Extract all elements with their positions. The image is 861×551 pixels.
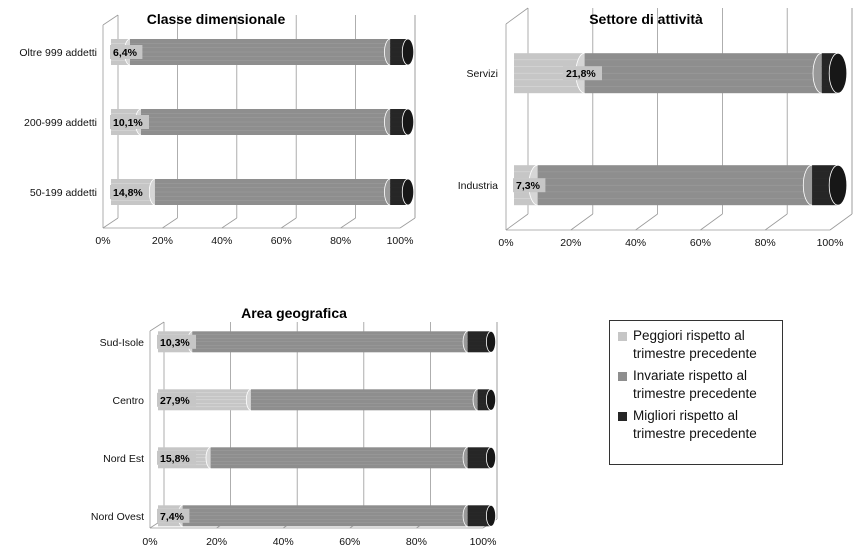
x-tick-label: 0% xyxy=(95,235,110,247)
bar-end-cap xyxy=(485,504,497,527)
data-label: 6,4% xyxy=(113,47,138,59)
chart-area: 0% 20% 40% 60% 80% 100% 10,3% Sud-Isole 27,9% Cen… xyxy=(91,305,498,548)
bar-end-cap xyxy=(485,388,497,411)
bar-group: 6,4% Oltre 999 addetti xyxy=(19,38,415,66)
floor-line xyxy=(635,213,658,231)
floor-line xyxy=(700,213,723,231)
x-tick-label: 60% xyxy=(690,237,711,249)
x-tick-label: 80% xyxy=(330,235,351,247)
x-tick-label: 20% xyxy=(560,237,581,249)
x-tick-label: 20% xyxy=(152,235,173,247)
x-tick-label: 60% xyxy=(271,235,292,247)
data-label: 7,4% xyxy=(160,511,185,523)
bar-end-cap xyxy=(401,108,415,136)
wall-edge xyxy=(102,14,119,26)
legend-label-migliori: Migliori rispetto al trimestre precedent… xyxy=(633,408,757,441)
chart-title: Area geografica xyxy=(241,305,347,321)
legend: Peggiori rispetto al trimestre precedent… xyxy=(609,320,783,465)
data-label-bg xyxy=(110,45,143,59)
data-label: 10,3% xyxy=(160,337,190,349)
bar-end-cap xyxy=(485,330,497,353)
bar-group: 7,4% Nord Ovest xyxy=(91,504,497,527)
legend-swatch-migliori xyxy=(618,412,627,421)
category-label: Nord Est xyxy=(103,453,144,465)
floor-line xyxy=(570,213,594,231)
category-label: Sud-Isole xyxy=(100,337,145,349)
data-label: 14,8% xyxy=(113,187,143,199)
x-tick-label: 100% xyxy=(817,237,844,249)
bar-group: 7,3% Industria xyxy=(458,164,848,206)
legend-item-migliori: Migliori rispetto al trimestre precedent… xyxy=(618,407,776,443)
x-tick-label: 0% xyxy=(142,536,157,548)
data-label-bg xyxy=(157,334,196,349)
floor-line xyxy=(829,213,853,231)
category-label: Nord Ovest xyxy=(91,511,144,523)
legend-label-peggiori: Peggiori rispetto al trimestre precedent… xyxy=(633,328,757,361)
data-label: 15,8% xyxy=(160,453,190,465)
data-label: 27,9% xyxy=(160,395,190,407)
chart-area-axes: 0% 20% 40% 60% 80% 100% xyxy=(142,321,498,548)
chart-settore: 0% 20% 40% 60% 80% 100% 21,8% Servizi 7,3% Indust… xyxy=(458,7,853,249)
category-label: Servizi xyxy=(466,68,498,80)
x-tick-label: 100% xyxy=(470,536,497,548)
data-label-bg xyxy=(157,392,196,407)
category-label: Oltre 999 addetti xyxy=(19,47,97,59)
chart-settore-axes: 0% 20% 40% 60% 80% 100% xyxy=(498,7,853,249)
chart-classe: 0% 20% 40% 60% 80% 100% 6,4% Oltre 999 addetti 1… xyxy=(19,11,416,247)
floor-line xyxy=(505,213,529,231)
data-label-bg xyxy=(110,115,149,129)
x-tick-label: 80% xyxy=(406,536,427,548)
x-tick-label: 60% xyxy=(339,536,360,548)
wall-edge xyxy=(149,321,165,332)
category-label: 50-199 addetti xyxy=(30,187,97,199)
bar-end-cap xyxy=(401,178,415,206)
data-label-bg xyxy=(157,508,190,523)
x-tick-label: 100% xyxy=(387,235,414,247)
floor-line xyxy=(221,217,238,229)
legend-swatch-peggiori xyxy=(618,332,627,341)
chart-title: Classe dimensionale xyxy=(147,11,286,27)
x-tick-label: 40% xyxy=(211,235,232,247)
bar-end-cap xyxy=(828,52,848,94)
data-label-bg xyxy=(110,185,149,199)
x-tick-label: 20% xyxy=(206,536,227,548)
bar-group: 10,1% 200-999 addetti xyxy=(24,108,415,136)
bar-group: 27,9% Centro xyxy=(112,388,497,411)
category-label: Centro xyxy=(112,395,144,407)
bar-group: 15,8% Nord Est xyxy=(103,446,497,469)
x-tick-label: 40% xyxy=(625,237,646,249)
floor-line xyxy=(102,217,119,229)
floor-line xyxy=(340,217,356,229)
floor-line xyxy=(162,217,178,229)
x-tick-label: 40% xyxy=(273,536,294,548)
bar-group: 10,3% Sud-Isole xyxy=(100,330,497,353)
legend-item-peggiori: Peggiori rispetto al trimestre precedent… xyxy=(618,327,776,363)
floor-line xyxy=(764,213,788,231)
legend-item-invariate: Invariate rispetto al trimestre preceden… xyxy=(618,367,776,403)
legend-label-invariate: Invariate rispetto al trimestre preceden… xyxy=(633,368,757,401)
bar-group: 21,8% Servizi xyxy=(466,52,848,94)
chart-title: Settore di attività xyxy=(589,11,703,27)
bar-end-cap xyxy=(828,164,848,206)
floor-line xyxy=(399,217,416,229)
bar-group: 14,8% 50-199 addetti xyxy=(30,178,415,206)
data-label: 21,8% xyxy=(566,68,596,80)
data-label: 7,3% xyxy=(516,180,541,192)
bar-end-cap xyxy=(401,38,415,66)
x-tick-label: 0% xyxy=(498,237,513,249)
data-label-bg xyxy=(513,178,546,193)
bar-end-cap xyxy=(485,446,497,469)
data-label-bg xyxy=(157,450,196,465)
wall-edge xyxy=(505,7,529,25)
category-label: Industria xyxy=(458,180,498,192)
data-label: 10,1% xyxy=(113,117,143,129)
legend-swatch-invariate xyxy=(618,372,627,381)
data-label-bg xyxy=(563,66,602,81)
x-tick-label: 80% xyxy=(755,237,776,249)
category-label: 200-999 addetti xyxy=(24,117,97,129)
floor-line xyxy=(280,217,297,229)
